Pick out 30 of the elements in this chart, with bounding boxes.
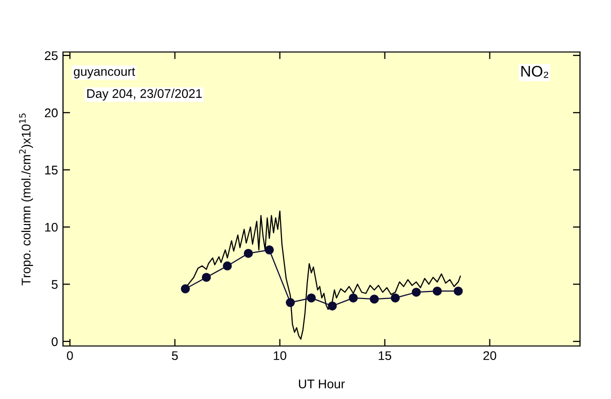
annotation: guyancourt bbox=[74, 68, 136, 78]
point bbox=[348, 293, 358, 302]
annotation: Day 204, 23/07/2021 bbox=[87, 88, 202, 100]
point bbox=[222, 261, 232, 270]
annotation: NO₂ bbox=[521, 66, 548, 78]
y-tick-label: 10 bbox=[45, 222, 58, 232]
point bbox=[244, 248, 253, 258]
y-axis-title: Tropo. column (mol./cm$^{2}$)x10$^{15}$ bbox=[19, 114, 33, 286]
point bbox=[328, 301, 337, 310]
x-tick-label: 20 bbox=[483, 351, 496, 360]
point bbox=[390, 293, 400, 302]
x-tick-label: 15 bbox=[378, 351, 392, 360]
point bbox=[370, 294, 379, 304]
x-axis-title: UT Hour bbox=[298, 380, 345, 388]
point bbox=[202, 272, 211, 282]
point bbox=[264, 245, 274, 254]
x-tick-label: 5 bbox=[172, 351, 178, 360]
point bbox=[306, 293, 316, 302]
point bbox=[286, 298, 295, 308]
y-tick-label: 25 bbox=[44, 51, 58, 60]
y-tick-label: 5 bbox=[52, 280, 58, 289]
y-tick-label: 15 bbox=[45, 166, 58, 174]
point bbox=[412, 288, 421, 297]
point bbox=[432, 286, 442, 296]
point bbox=[454, 286, 463, 296]
point bbox=[180, 284, 190, 294]
x-tick-label: 10 bbox=[274, 351, 286, 360]
y-tick-label: 0 bbox=[52, 337, 58, 346]
x-tick-label: 0 bbox=[66, 351, 73, 360]
y-tick-label: 20 bbox=[44, 108, 58, 118]
